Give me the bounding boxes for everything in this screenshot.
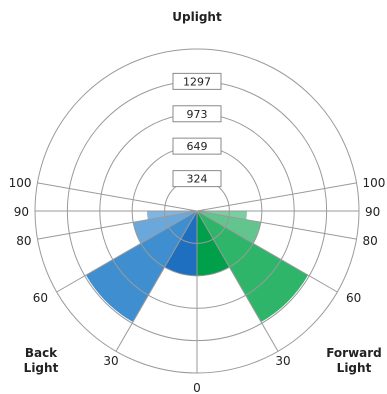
spoke-right-60: [196, 210, 338, 293]
angle-label-right-80: 80: [362, 234, 377, 248]
forward-light-wedge-30-60: [197, 211, 309, 323]
spoke-left-60: [56, 210, 198, 293]
spoke-left-30: [115, 210, 198, 352]
back-light-wedge-60-80: [133, 211, 197, 244]
ring-value-label: 1297: [183, 75, 211, 88]
back-light-wedge-30-60: [85, 211, 197, 323]
grid-layer: [34, 48, 360, 374]
back-light-label-line1: Back: [25, 346, 58, 360]
ring-value-box: [172, 105, 222, 123]
ring-value-label: 324: [187, 173, 208, 186]
forward-light-label-line2: Light: [337, 361, 372, 375]
ring-value-box: [172, 137, 222, 155]
spoke-right-80: [196, 210, 357, 240]
label-layer: 324 649 973 1297 0 30 60 80 90 100 30 60 80 90 100: [9, 72, 385, 394]
ring-value-label: 973: [187, 108, 208, 121]
angle-label-right-60: 60: [346, 291, 361, 305]
angle-label-left-60: 60: [33, 291, 48, 305]
angle-label-right-100: 100: [362, 176, 385, 190]
forward-light-wedge-60-80: [197, 211, 261, 244]
angle-label-right-90: 90: [365, 205, 380, 219]
forward-light-label-line1: Forward: [326, 346, 382, 360]
back-light-label-line2: Light: [24, 361, 59, 375]
spoke-right-30: [196, 210, 279, 352]
chart-title: Uplight: [172, 10, 222, 24]
wedge-layer: [85, 211, 309, 323]
ring-value-box: [172, 72, 222, 90]
angle-label-left-0: 0: [193, 381, 201, 394]
angle-label-right-30: 30: [275, 354, 290, 368]
spoke-right-100: [196, 182, 357, 212]
back-light-wedge-0-30: [164, 211, 197, 276]
angle-label-left-90: 90: [14, 205, 29, 219]
forward-light-wedge-0-30: [197, 211, 230, 276]
ring-value-box: [172, 170, 222, 188]
angle-label-left-30: 30: [103, 354, 118, 368]
angle-label-left-100: 100: [9, 176, 32, 190]
spoke-left-80: [37, 210, 198, 240]
spoke-left-100: [37, 182, 198, 212]
angle-label-left-80: 80: [16, 234, 31, 248]
ring-value-label: 649: [187, 140, 208, 153]
